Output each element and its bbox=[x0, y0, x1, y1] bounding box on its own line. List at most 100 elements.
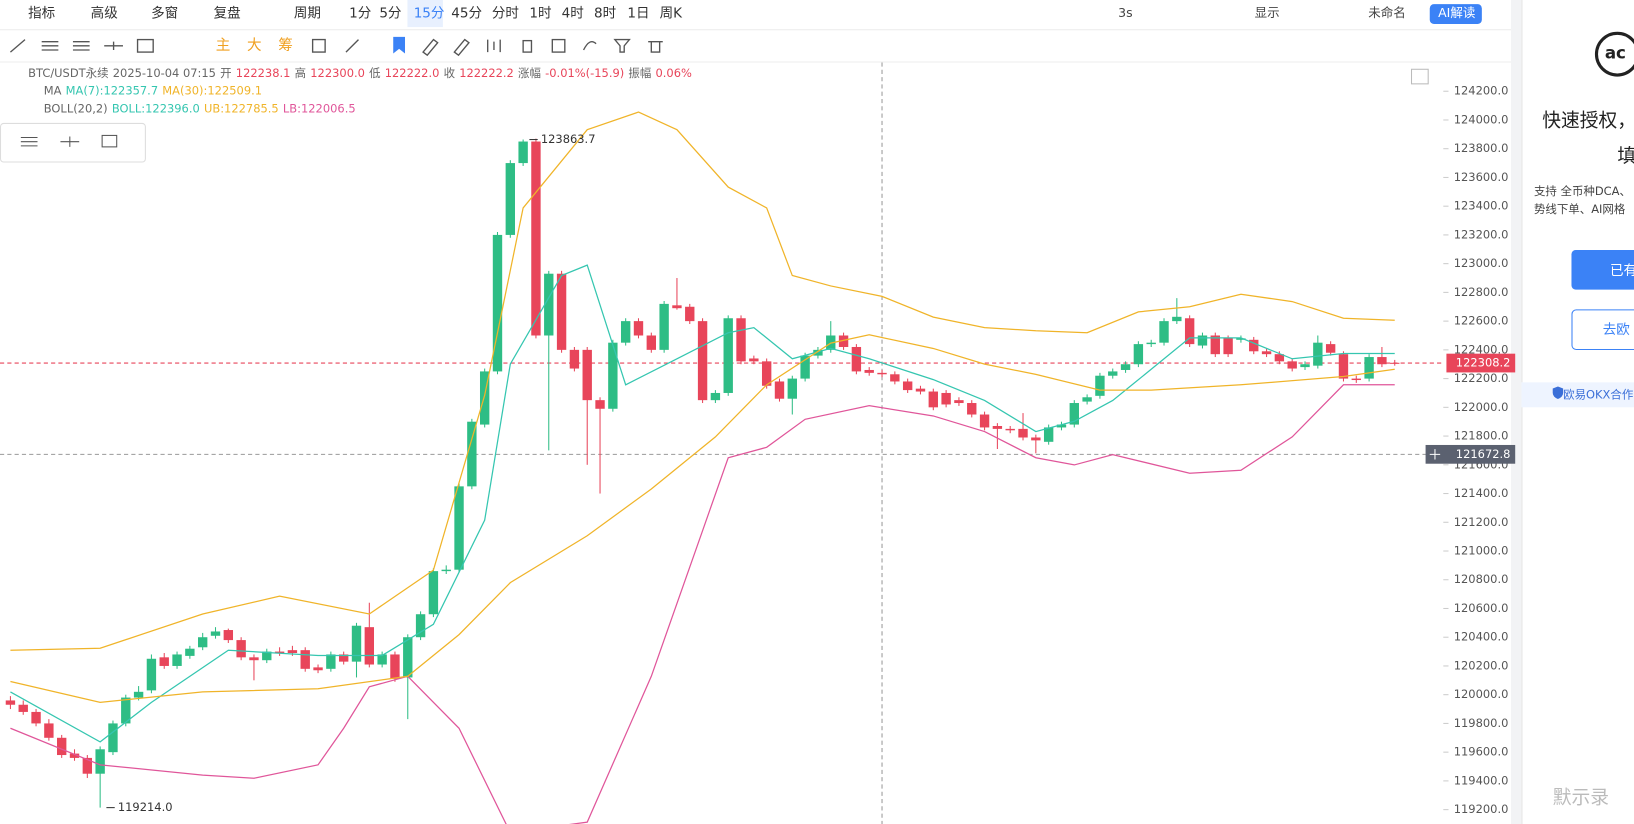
candle-body bbox=[31, 711, 41, 724]
candle-body bbox=[1325, 344, 1336, 353]
y-tick-label: 120000.0 bbox=[1454, 687, 1509, 701]
toolbar-item[interactable]: 显示 bbox=[1255, 5, 1280, 20]
y-tick-label: 121800.0 bbox=[1454, 429, 1509, 443]
candle-body bbox=[44, 723, 54, 738]
toolbar-item[interactable]: 1时 bbox=[529, 6, 552, 22]
candle-body bbox=[761, 361, 772, 386]
info-field: BTC/USDT永续 bbox=[28, 65, 108, 79]
candle-body bbox=[1082, 397, 1092, 402]
top-toolbar bbox=[0, 0, 1512, 30]
fullscreen-icon[interactable] bbox=[1410, 68, 1429, 85]
y-tick-label: 124000.0 bbox=[1454, 112, 1509, 126]
toolbar-item[interactable]: 高级 bbox=[91, 5, 119, 22]
panel-title: 填 bbox=[1617, 145, 1634, 167]
y-tick-label: 123800.0 bbox=[1454, 141, 1509, 155]
extreme-label: 119214.0 bbox=[118, 800, 173, 814]
y-tick-label: 120400.0 bbox=[1454, 630, 1509, 644]
last-price-label: 122308.2 bbox=[1456, 356, 1511, 370]
indicator-toggle[interactable]: 主 bbox=[216, 37, 231, 54]
candle-body bbox=[1172, 316, 1182, 322]
candle-body bbox=[1043, 427, 1054, 442]
toolbar-item[interactable]: 1日 bbox=[627, 6, 649, 22]
candle-body bbox=[1338, 354, 1349, 379]
toolbar-item[interactable]: 4时 bbox=[562, 6, 585, 22]
toolbar-item[interactable]: 1分 bbox=[349, 6, 371, 22]
info-field: MA(7):122357.7 bbox=[66, 83, 158, 97]
candle-body bbox=[262, 651, 272, 661]
candle-body bbox=[313, 667, 323, 671]
info-field: 122300.0 bbox=[310, 65, 365, 79]
candle-body bbox=[185, 648, 195, 656]
active-tab bbox=[407, 0, 443, 28]
candle-body bbox=[1351, 378, 1361, 381]
indicator-line bbox=[10, 111, 1395, 651]
candle-body bbox=[95, 749, 105, 774]
candle-body bbox=[108, 723, 118, 753]
toolbar-item[interactable]: 分时 bbox=[492, 6, 520, 22]
candle-body bbox=[1018, 428, 1028, 438]
toolbar-item[interactable]: 45分 bbox=[451, 6, 482, 22]
candle-body bbox=[967, 403, 977, 415]
candle-body bbox=[1236, 338, 1246, 340]
candle-body bbox=[672, 305, 682, 309]
candle-body bbox=[941, 392, 951, 405]
info-field: 开 bbox=[220, 65, 231, 79]
y-tick-label: 122000.0 bbox=[1454, 400, 1509, 414]
candle-body bbox=[1249, 339, 1259, 352]
toolbar-item[interactable]: 复盘 bbox=[214, 5, 241, 22]
candle-body bbox=[954, 400, 964, 404]
info-line: BOLL(20,2) BOLL:122396.0 UB:122785.5 LB:122… bbox=[44, 101, 356, 115]
scrollbar[interactable] bbox=[1511, 0, 1522, 824]
y-tick-label: 122800.0 bbox=[1454, 285, 1509, 299]
toolbar-item[interactable]: AI解读 bbox=[1438, 5, 1475, 20]
y-tick-label: 119600.0 bbox=[1454, 745, 1509, 759]
candle-body bbox=[364, 627, 375, 665]
toolbar-item[interactable]: 指标 bbox=[28, 6, 55, 22]
toolbar-item[interactable]: 多窗 bbox=[151, 5, 178, 22]
candle-body bbox=[1184, 318, 1195, 345]
indicator-toggle[interactable]: 大 bbox=[247, 37, 262, 54]
candle-body bbox=[569, 349, 580, 369]
toolbar-item[interactable]: 8时 bbox=[594, 6, 617, 22]
candle-body bbox=[236, 640, 246, 658]
candle-body bbox=[1031, 437, 1041, 441]
y-tick-label: 119200.0 bbox=[1454, 802, 1509, 816]
candle-body bbox=[1146, 342, 1156, 345]
info-field: 122222.0 bbox=[385, 65, 440, 79]
candle-body bbox=[620, 321, 631, 343]
toolbar-item[interactable]: 未命名 bbox=[1368, 5, 1406, 20]
candle-body bbox=[479, 371, 490, 425]
candle-body bbox=[197, 637, 208, 648]
info-field: MA bbox=[44, 83, 62, 97]
ai-button[interactable] bbox=[1429, 4, 1482, 24]
toolbar-item[interactable]: 5分 bbox=[379, 6, 401, 22]
y-tick-label: 120800.0 bbox=[1454, 572, 1509, 586]
candle-body bbox=[582, 349, 592, 401]
toolbar-item[interactable]: 3s bbox=[1118, 5, 1132, 20]
y-tick-label: 120200.0 bbox=[1454, 658, 1509, 672]
toolbar-item[interactable]: 周期 bbox=[294, 6, 321, 22]
candle-body bbox=[685, 306, 695, 322]
candle-body bbox=[736, 318, 746, 362]
candle-body bbox=[556, 273, 567, 350]
candle-body bbox=[992, 426, 1003, 429]
secondary-button[interactable] bbox=[1571, 309, 1634, 351]
candle-body bbox=[492, 234, 503, 372]
candle-body bbox=[249, 657, 259, 661]
candle-body bbox=[1210, 335, 1220, 355]
y-tick-label: 122600.0 bbox=[1454, 314, 1509, 328]
float-icons bbox=[20, 134, 118, 148]
button-label[interactable]: 已有 bbox=[1610, 263, 1634, 279]
candle-body bbox=[1287, 361, 1297, 369]
primary-button[interactable] bbox=[1571, 250, 1634, 290]
candle-body bbox=[172, 654, 182, 666]
candle-body bbox=[915, 388, 926, 392]
candle-body bbox=[5, 700, 16, 705]
toolbar-item[interactable]: 15分 bbox=[414, 6, 445, 22]
button-label[interactable]: 去欧 bbox=[1603, 322, 1631, 338]
info-field: 振幅 bbox=[628, 65, 651, 79]
candle-body bbox=[300, 650, 310, 669]
toolbar-item[interactable]: 周K bbox=[660, 6, 684, 22]
plus-icon bbox=[1429, 449, 1441, 460]
indicator-toggle[interactable]: 筹 bbox=[278, 37, 293, 54]
